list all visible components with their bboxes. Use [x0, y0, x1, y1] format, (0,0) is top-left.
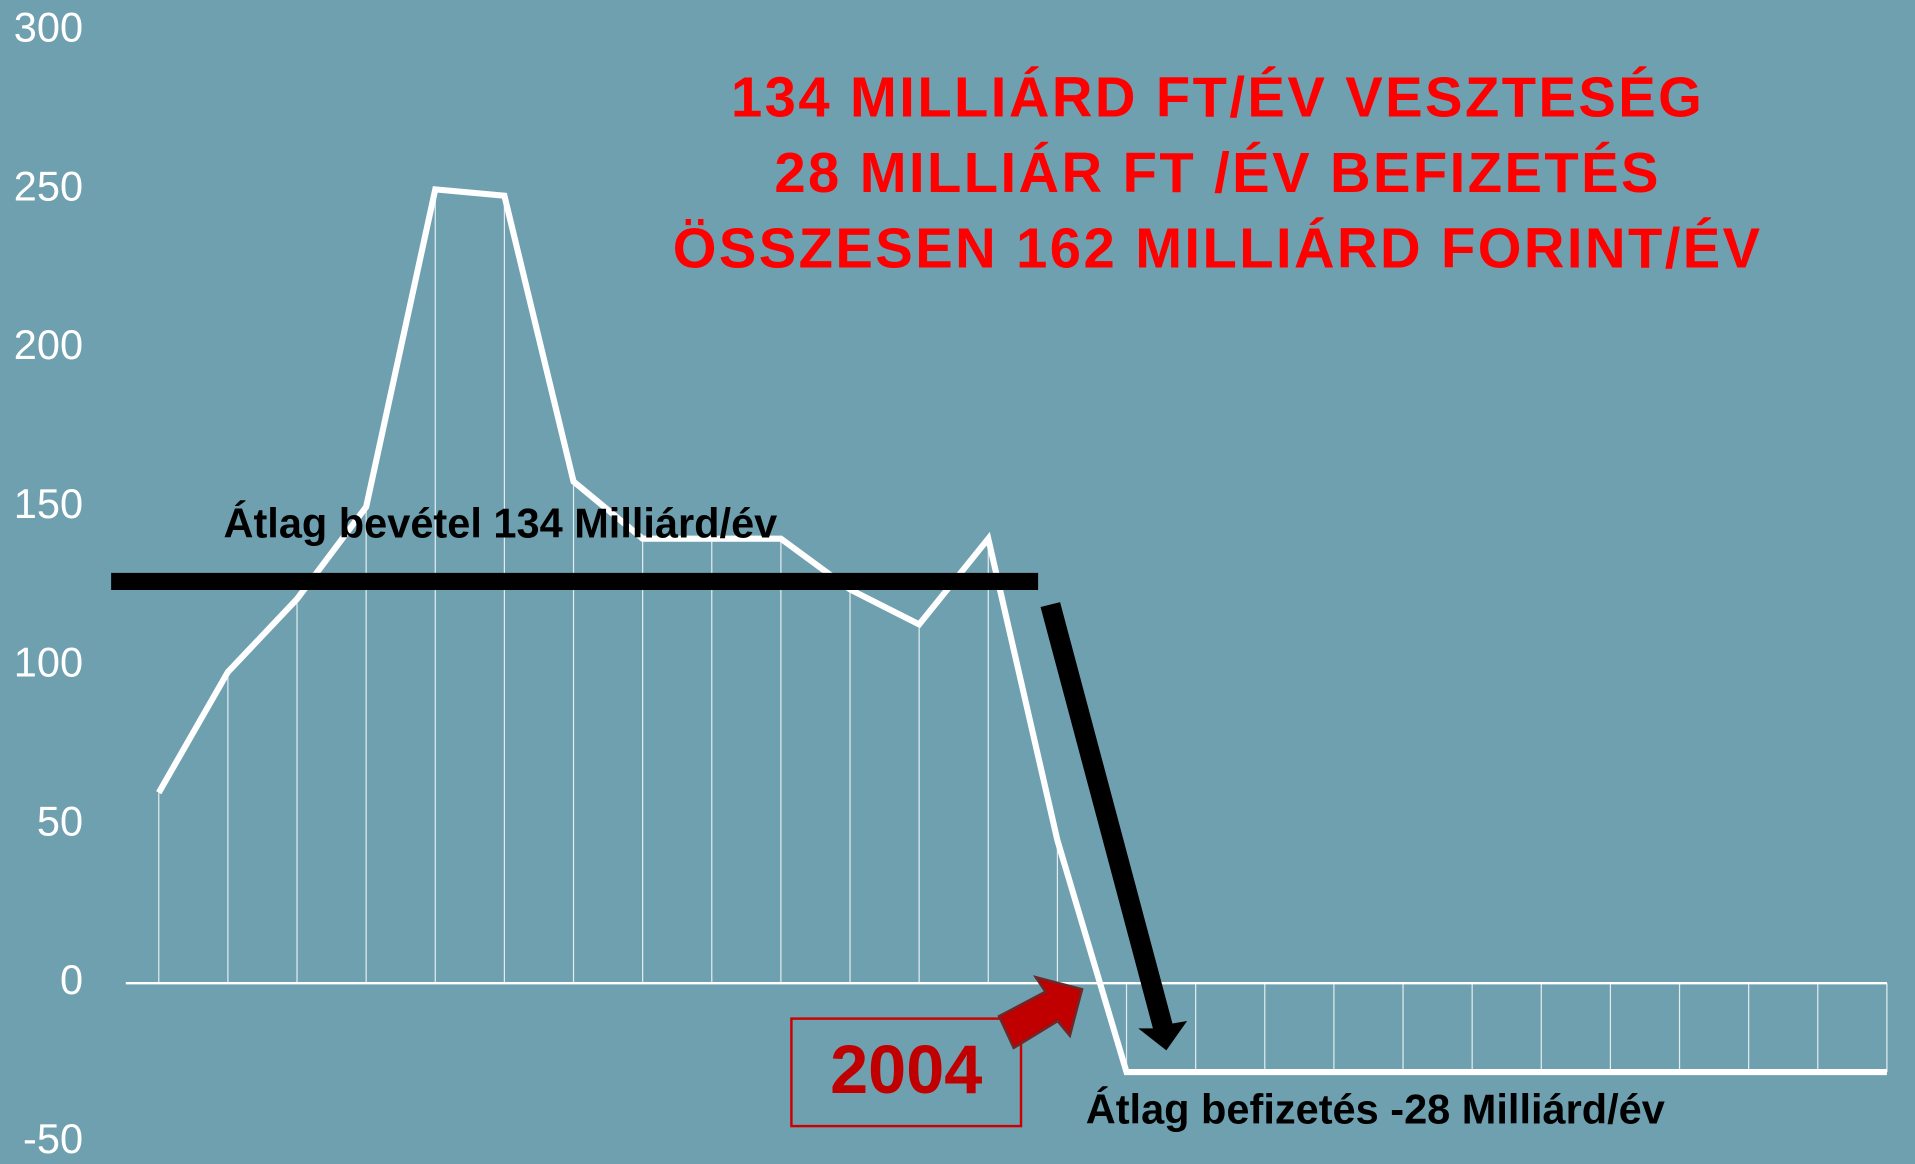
- plot: -50 0 50 100 150 200 250 300: [14, 4, 1888, 1162]
- y-tick-label: 250: [14, 162, 83, 209]
- year-box: [790, 1017, 1023, 1128]
- series-line: [156, 186, 1887, 1076]
- title-line: 28 MILLIÁR FT /ÉV BEFIZETÉS: [774, 141, 1661, 204]
- y-tick-label: 50: [37, 797, 83, 844]
- y-tick-label: 200: [14, 321, 83, 368]
- y-tick-label: -50: [23, 1115, 83, 1162]
- y-tick-label: 150: [14, 480, 83, 527]
- title-line: 134 MILLIÁRD FT/ÉV VESZTESÉG: [731, 65, 1704, 128]
- annotation: Átlag bevétel 134 Milliárd/év: [223, 499, 777, 546]
- year-label: 2004: [830, 1032, 982, 1108]
- title-line: ÖSSZESEN 162 MILLIÁRD FORINT/ÉV: [673, 217, 1763, 280]
- red-arrow: [997, 975, 1084, 1050]
- y-tick-label: 300: [14, 4, 83, 51]
- y-tick-label: 0: [60, 956, 83, 1003]
- y-tick-label: 100: [14, 639, 83, 686]
- annotation: Átlag befizetés -28 Milliárd/év: [1086, 1086, 1665, 1133]
- black-arrow: [1040, 602, 1188, 1051]
